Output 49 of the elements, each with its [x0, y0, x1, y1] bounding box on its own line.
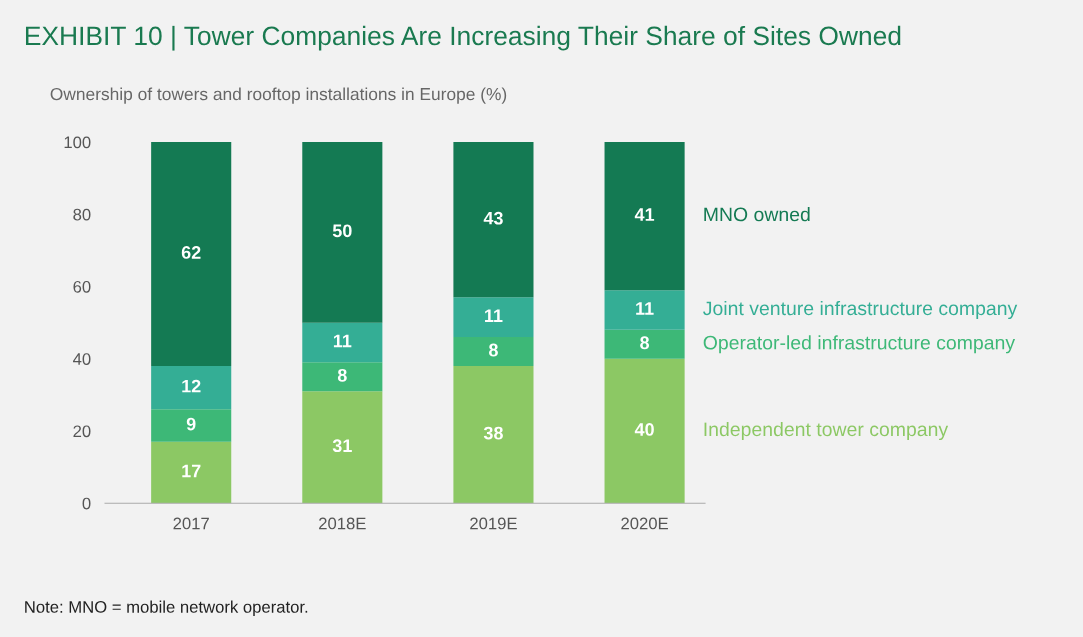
data-label: 17 [182, 464, 201, 478]
bar [453, 142, 534, 298]
data-label: 9 [186, 417, 196, 431]
chart-title: EXHIBIT 10 | Tower Companies Are Increasing Their Share of Sites Owned [25, 25, 901, 51]
data-label: 8 [337, 368, 347, 382]
bar [302, 391, 383, 504]
bar [151, 409, 232, 442]
bar [604, 142, 685, 291]
chart-subtitle: Ownership of towers and rooftop installations in Europe (%) [50, 87, 507, 104]
x-tick-label: 2018E [319, 517, 366, 530]
data-label: 43 [483, 211, 503, 225]
bar [604, 290, 685, 330]
y-tick-label: 100 [64, 136, 91, 149]
bar [151, 441, 232, 504]
bar [604, 358, 685, 504]
data-label: 11 [333, 334, 352, 348]
series-label: Joint venture infrastructure company [703, 300, 1018, 320]
data-label: 11 [485, 309, 503, 322]
bar [151, 142, 232, 366]
data-label: 8 [640, 336, 650, 350]
data-label: 50 [332, 224, 352, 238]
y-tick-label: 0 [82, 497, 91, 510]
data-label: 38 [483, 426, 503, 440]
y-tick-label: 20 [73, 425, 91, 438]
data-label: 8 [489, 343, 498, 357]
bar [453, 337, 534, 366]
bar [302, 362, 383, 392]
bar [604, 329, 685, 359]
data-label: 41 [634, 208, 655, 221]
bar [302, 322, 383, 363]
bar [453, 365, 534, 504]
data-label: 11 [636, 302, 654, 315]
x-tick-label: 2019E [470, 517, 517, 530]
y-tick-label: 40 [73, 353, 91, 365]
x-tick-label: 2017 [173, 517, 209, 530]
data-label: 62 [181, 246, 201, 259]
y-tick-label: 60 [73, 280, 91, 293]
data-label: 31 [332, 439, 352, 453]
bar [302, 142, 383, 323]
series-label: Operator-led infrastructure company [703, 335, 1016, 354]
y-tick-label: 80 [73, 208, 91, 221]
text: Note: MNO = mobile network operator. [25, 600, 308, 617]
bar [453, 297, 534, 338]
data-label: 40 [634, 423, 654, 436]
data-label: 12 [182, 379, 201, 393]
bar [151, 365, 232, 410]
series-label: Independent tower company [704, 421, 949, 441]
x-tick-label: 2020E [621, 517, 668, 530]
series-label: MNO owned [704, 207, 810, 222]
